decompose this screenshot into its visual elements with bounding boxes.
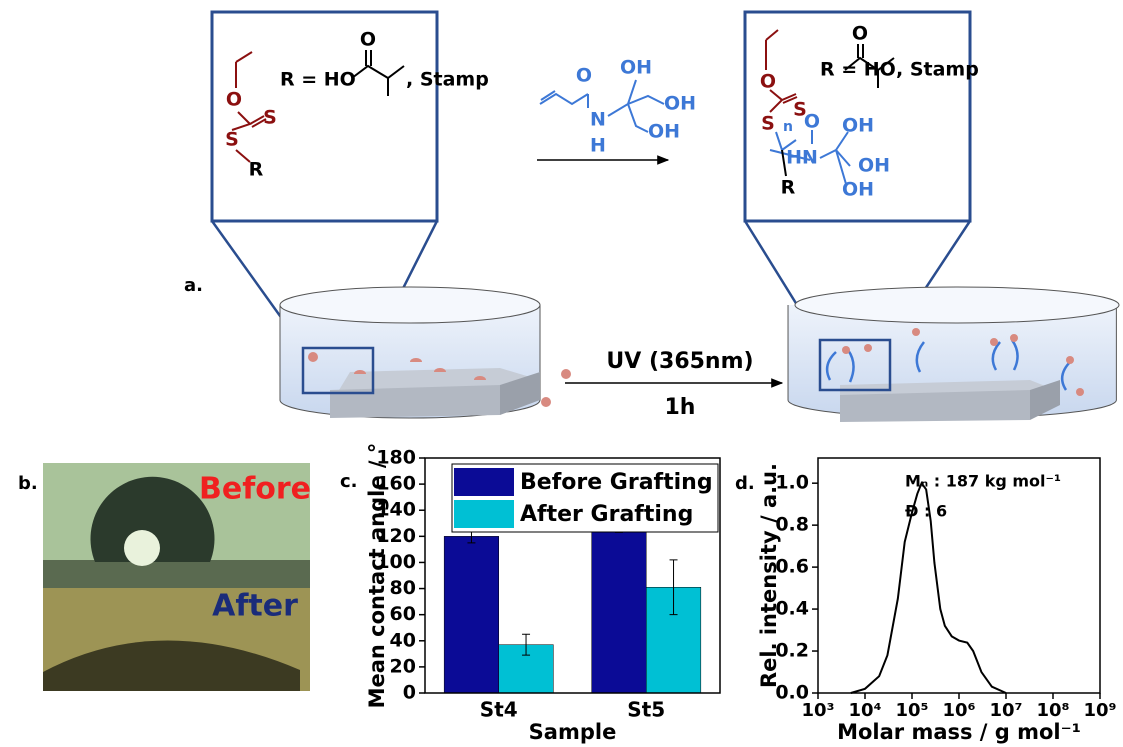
atom: OH bbox=[858, 155, 890, 177]
legend-label: Before Grafting bbox=[520, 470, 713, 495]
after-label: After bbox=[212, 589, 298, 624]
y-tick-label: 60 bbox=[390, 603, 416, 625]
atom: OH bbox=[648, 121, 680, 143]
x-axis-label: Molar mass / g mol⁻¹ bbox=[837, 720, 1081, 744]
before-label: Before bbox=[199, 472, 311, 507]
atom: OH bbox=[620, 57, 652, 79]
bar bbox=[444, 536, 499, 693]
atom: O bbox=[852, 23, 868, 45]
annotation: Đ : 6 bbox=[905, 502, 947, 521]
stamp-text: , Stamp bbox=[896, 59, 979, 81]
y-tick-label: 20 bbox=[390, 655, 416, 677]
annotation: Mₙ : 187 kg mol⁻¹ bbox=[905, 472, 1061, 491]
repeat-index: n bbox=[783, 119, 793, 135]
x-tick-label: 10⁵ bbox=[896, 700, 929, 721]
x-tick-label: 10⁷ bbox=[990, 700, 1023, 721]
x-tick-label: 10⁹ bbox=[1084, 700, 1117, 721]
petri-dish bbox=[788, 287, 1119, 422]
y-tick-label: 80 bbox=[390, 577, 416, 599]
atom: HN bbox=[786, 147, 818, 169]
atom: O bbox=[576, 65, 592, 87]
panel-b: b. Before After bbox=[18, 463, 311, 691]
atom: R bbox=[249, 159, 264, 181]
r-definition: R = HO bbox=[820, 59, 896, 81]
r-definition: R = HO bbox=[280, 69, 356, 91]
x-tick-label: 10⁶ bbox=[943, 700, 976, 721]
panel-label: d. bbox=[735, 473, 755, 494]
x-tick-label: 10⁴ bbox=[849, 700, 882, 721]
legend-swatch bbox=[454, 468, 514, 496]
legend-swatch bbox=[454, 500, 514, 528]
uv-label: UV (365nm) bbox=[606, 349, 753, 374]
stamp-text: , Stamp bbox=[406, 69, 489, 91]
panel-label: b. bbox=[18, 473, 38, 494]
atom: OH bbox=[842, 179, 874, 201]
atom: S bbox=[225, 129, 239, 151]
x-tick-label: St4 bbox=[480, 698, 518, 722]
figure: O S S R R = HO O , Stamp O N H OH OH OH … bbox=[0, 0, 1123, 747]
y-axis-label: Mean contact angle / ° bbox=[365, 443, 389, 709]
substrate bbox=[43, 560, 310, 588]
legend-label: After Grafting bbox=[520, 502, 693, 527]
atom: N bbox=[590, 109, 606, 131]
atom: R bbox=[781, 177, 796, 199]
zoom-box bbox=[212, 12, 437, 221]
atom: H bbox=[590, 135, 606, 157]
plot-frame bbox=[818, 458, 1100, 693]
petri-dish bbox=[280, 287, 571, 418]
y-axis-label: Rel. intensity / a.u. bbox=[757, 463, 781, 688]
y-tick-label: 40 bbox=[390, 629, 416, 651]
x-tick-label: St5 bbox=[627, 698, 665, 722]
atom: OH bbox=[664, 93, 696, 115]
panel-a: O S S R R = HO O , Stamp O N H OH OH OH … bbox=[184, 12, 1119, 422]
atom: O bbox=[804, 111, 820, 133]
bar bbox=[592, 531, 647, 693]
x-axis-label: Sample bbox=[529, 720, 617, 744]
atom: S bbox=[263, 107, 277, 129]
y-tick-label: 0 bbox=[403, 682, 416, 704]
atom: OH bbox=[842, 115, 874, 137]
atom: O bbox=[360, 29, 376, 51]
droplet-highlight bbox=[124, 530, 160, 566]
time-label: 1h bbox=[665, 395, 696, 420]
atom: S bbox=[761, 113, 775, 135]
panel-label: a. bbox=[184, 275, 203, 296]
x-tick-label: 10⁸ bbox=[1037, 700, 1070, 721]
atom: O bbox=[760, 71, 776, 93]
panel-label: c. bbox=[340, 471, 358, 492]
atom: O bbox=[226, 89, 242, 111]
x-tick-label: 10³ bbox=[802, 700, 835, 721]
